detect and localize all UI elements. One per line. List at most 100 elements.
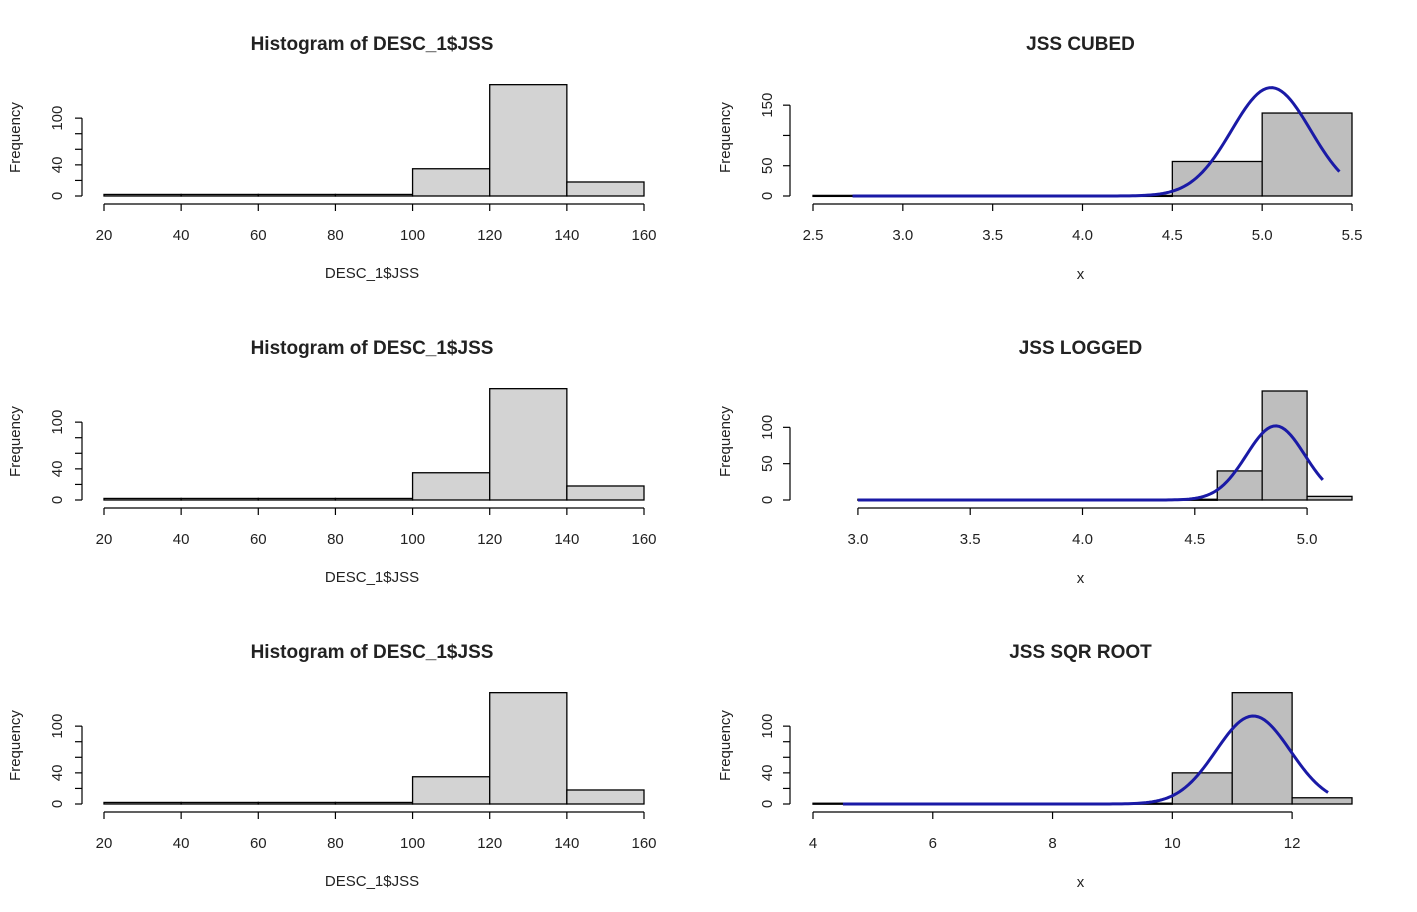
x-tick-label: 6 xyxy=(929,835,937,852)
histogram-panel-3: Histogram of DESC_1$JSS 20 40 60 80 100 120 140… xyxy=(7,338,657,586)
y-axis: 0 40 100 xyxy=(49,714,83,808)
x-tick-label: 60 xyxy=(250,227,267,244)
x-axis: 3.0 3.5 4.0 4.5 5.0 xyxy=(847,507,1318,548)
histogram-bar xyxy=(489,388,568,501)
y-axis-label: Frequency xyxy=(717,406,734,477)
histogram-bar xyxy=(566,181,645,197)
histogram-bar xyxy=(566,789,645,805)
x-tick-label: 20 xyxy=(96,835,113,852)
panel-title: JSS LOGGED xyxy=(1019,338,1143,359)
histogram-panel-1: Histogram of DESC_1$JSS 20 40 60 80 100 120 140… xyxy=(7,34,657,282)
y-axis: 0 50 150 xyxy=(759,93,791,200)
x-tick-label: 3.5 xyxy=(960,531,981,548)
y-axis-label: Frequency xyxy=(717,710,734,781)
x-tick-label: 5.5 xyxy=(1342,227,1363,244)
x-tick-label: 5.0 xyxy=(1297,531,1318,548)
x-tick-label: 120 xyxy=(477,531,502,548)
histogram-panel-6: JSS SQR ROOT 4 6 8 10 12 0 40 100 x Frequency xyxy=(717,642,1353,891)
histogram-bar xyxy=(411,776,491,805)
x-tick-label: 100 xyxy=(400,531,425,548)
x-tick-label: 100 xyxy=(400,835,425,852)
density-curve xyxy=(842,714,1329,806)
y-axis: 0 40 100 xyxy=(759,714,791,808)
y-axis-label: Frequency xyxy=(7,102,24,173)
x-tick-label: 120 xyxy=(477,835,502,852)
y-tick-label: 100 xyxy=(759,714,776,739)
y-tick-label: 100 xyxy=(49,410,66,435)
histogram-panel-2: JSS CUBED 2.5 3.0 3.5 4.0 4.5 5.0 5.5 0 50 150 x Fre… xyxy=(717,34,1362,283)
x-tick-label: 40 xyxy=(173,835,190,852)
histogram-panel-5: Histogram of DESC_1$JSS 20 40 60 80 100 120 140… xyxy=(7,642,657,890)
x-tick-label: 20 xyxy=(96,227,113,244)
panel-title: JSS CUBED xyxy=(1026,34,1135,55)
x-tick-label: 12 xyxy=(1284,835,1301,852)
histogram-bar xyxy=(334,193,414,197)
panel-title: Histogram of DESC_1$JSS xyxy=(251,34,494,55)
y-tick-label: 0 xyxy=(49,192,66,200)
histogram-bar xyxy=(1171,160,1263,197)
panel-title: JSS SQR ROOT xyxy=(1009,642,1152,663)
x-tick-label: 40 xyxy=(173,531,190,548)
histogram-panel-4: JSS LOGGED 3.0 3.5 4.0 4.5 5.0 0 50 100 x Frequenc… xyxy=(717,338,1353,587)
x-tick-label: 10 xyxy=(1164,835,1181,852)
x-tick-label: 40 xyxy=(173,227,190,244)
y-tick-label: 100 xyxy=(49,106,66,131)
y-tick-label: 150 xyxy=(759,93,776,118)
x-tick-label: 8 xyxy=(1048,835,1056,852)
x-tick-label: 60 xyxy=(250,531,267,548)
y-axis: 0 40 100 xyxy=(49,106,83,200)
x-axis-label: x xyxy=(1077,266,1085,283)
x-tick-label: 120 xyxy=(477,227,502,244)
histogram-bar xyxy=(489,84,568,197)
histogram-bar xyxy=(257,193,337,197)
histogram-bar xyxy=(103,801,182,805)
x-tick-label: 80 xyxy=(327,531,344,548)
histogram-bar xyxy=(566,485,645,501)
histogram-bar xyxy=(1171,772,1233,805)
x-tick-label: 160 xyxy=(631,835,656,852)
x-tick-label: 140 xyxy=(554,835,579,852)
histogram-bar xyxy=(1306,495,1353,501)
x-tick-label: 100 xyxy=(400,227,425,244)
x-tick-label: 3.0 xyxy=(892,227,913,244)
x-axis-label: x xyxy=(1077,874,1085,891)
histogram-bar xyxy=(1291,797,1353,805)
histogram-bar xyxy=(411,472,491,501)
x-tick-label: 4.5 xyxy=(1162,227,1183,244)
y-axis-label: Frequency xyxy=(7,406,24,477)
x-tick-label: 4 xyxy=(809,835,817,852)
x-tick-label: 160 xyxy=(631,531,656,548)
y-tick-label: 0 xyxy=(759,496,776,504)
x-tick-label: 160 xyxy=(631,227,656,244)
x-axis-label: DESC_1$JSS xyxy=(325,265,419,282)
y-tick-label: 40 xyxy=(49,461,66,478)
x-tick-label: 3.5 xyxy=(982,227,1003,244)
x-tick-label: 80 xyxy=(327,835,344,852)
y-axis-label: Frequency xyxy=(7,710,24,781)
x-tick-label: 60 xyxy=(250,835,267,852)
x-tick-label: 3.0 xyxy=(847,531,868,548)
panel-title: Histogram of DESC_1$JSS xyxy=(251,338,494,359)
histogram-bar xyxy=(489,692,568,805)
y-tick-label: 40 xyxy=(49,765,66,782)
y-tick-label: 50 xyxy=(759,455,776,472)
panel-title: Histogram of DESC_1$JSS xyxy=(251,642,494,663)
x-tick-label: 80 xyxy=(327,227,344,244)
x-tick-label: 2.5 xyxy=(803,227,824,244)
y-axis-label: Frequency xyxy=(717,102,734,173)
histogram-bar xyxy=(1261,390,1308,501)
x-axis-label: DESC_1$JSS xyxy=(325,873,419,890)
y-tick-label: 100 xyxy=(49,714,66,739)
x-tick-label: 140 xyxy=(554,227,579,244)
histogram-bar xyxy=(334,801,414,805)
histogram-bar xyxy=(1231,692,1293,805)
x-axis: 4 6 8 10 12 xyxy=(809,811,1301,852)
density-curve xyxy=(852,86,1341,198)
histogram-bar xyxy=(257,801,337,805)
x-axis-label: x xyxy=(1077,570,1085,587)
y-tick-label: 0 xyxy=(759,192,776,200)
histogram-bar xyxy=(411,168,491,197)
x-axis: 20 40 60 80 100 120 140 160 xyxy=(96,203,657,244)
histogram-bar xyxy=(180,193,259,197)
